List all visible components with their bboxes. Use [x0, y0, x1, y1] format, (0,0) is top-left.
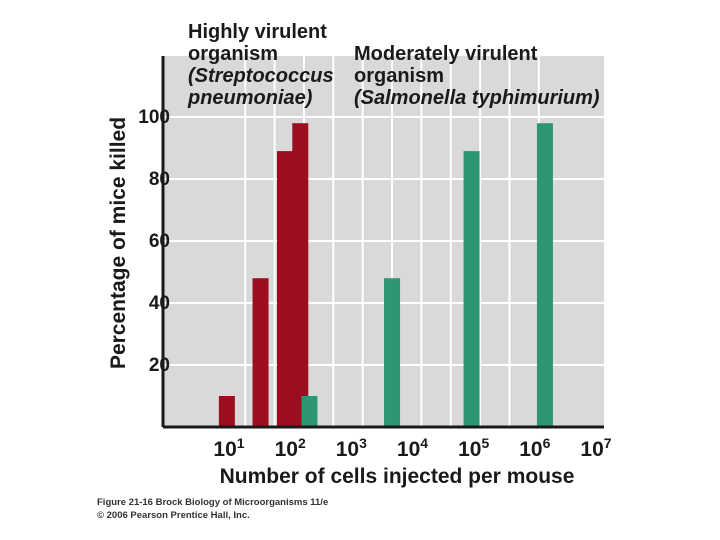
y-tick-labels: 20 40 60 80 100: [138, 107, 170, 376]
bar-series1-1: [218, 396, 235, 427]
x-tick-label: 106: [519, 435, 550, 461]
x-tick-label: 104: [397, 435, 428, 461]
bar-series2-2: [384, 278, 401, 427]
series2-caption-line: organism: [354, 65, 444, 87]
bar-series1-4: [292, 123, 309, 427]
bar-series1-2: [252, 278, 269, 427]
y-tick-label: 40: [149, 293, 170, 314]
bar-series2-3: [463, 151, 480, 427]
x-tick-labels: 101 102 103 104 105 106 107: [213, 435, 611, 461]
y-tick-label: 100: [138, 107, 170, 128]
bar-series2-1: [301, 396, 318, 427]
series1-species-line: (Streptococcus: [188, 65, 334, 87]
axes: [161, 56, 604, 429]
y-tick-label: 60: [149, 231, 170, 252]
x-tick-label: 101: [213, 435, 244, 461]
x-tick-label: 102: [275, 435, 306, 461]
y-tick-label: 80: [149, 169, 170, 190]
x-tick-label: 107: [580, 435, 611, 461]
x-tick-label: 105: [458, 435, 489, 461]
series2-species-line: (Salmonella typhimurium): [354, 87, 600, 109]
figure-credit: Figure 21-16 Brock Biology of Microorgan…: [97, 497, 329, 508]
series1-caption-line: Highly virulent: [188, 21, 327, 43]
series1-species-line: pneumoniae): [187, 87, 313, 109]
x-axis-label: Number of cells injected per mouse: [220, 465, 575, 488]
y-axis-label: Percentage of mice killed: [107, 117, 130, 369]
series2-caption-line: Moderately virulent: [354, 43, 538, 65]
x-tick-label: 103: [336, 435, 367, 461]
series-captions: Highly virulentorganism(Streptococcuspne…: [187, 21, 600, 109]
bar-series2-4: [536, 123, 553, 427]
series1-caption-line: organism: [188, 43, 278, 65]
copyright-credit: © 2006 Pearson Prentice Hall, Inc.: [97, 510, 250, 521]
y-tick-label: 20: [149, 355, 170, 376]
bar-series1-3: [276, 151, 293, 427]
bars: [218, 123, 553, 427]
